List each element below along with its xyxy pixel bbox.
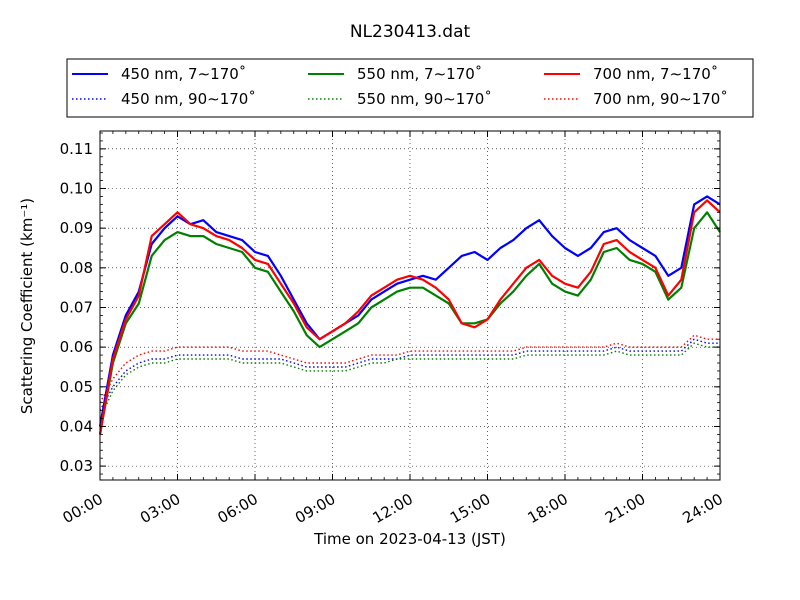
legend-box — [66, 58, 754, 118]
legend-label-2: 450 nm, 90∼170˚ — [121, 90, 256, 108]
series-line-2 — [99, 338, 720, 411]
series-line-3 — [98, 211, 721, 435]
series-lines — [98, 195, 721, 435]
y-tick-labels: 0.03 0.04 0.05 0.06 0.07 0.08 0.09 0.10 0.11 — [60, 140, 93, 475]
legend-label-4: 550 nm, 90∼170˚ — [357, 90, 492, 108]
series-line-1 — [98, 195, 721, 427]
y-tick-label: 0.10 — [60, 180, 93, 198]
legend-label-1: 450 nm, 7∼170˚ — [121, 65, 246, 83]
axis-ticks — [99, 131, 721, 480]
y-tick-label: 0.05 — [60, 378, 93, 396]
chart-title: NL230413.dat — [350, 22, 471, 42]
y-tick-label: 0.11 — [60, 140, 93, 158]
legend-label-5: 700 nm, 7∼170˚ — [593, 65, 718, 83]
series-line-5 — [98, 199, 721, 435]
y-tick-label: 0.08 — [60, 259, 93, 277]
series-line-6 — [99, 334, 720, 404]
y-tick-label: 0.09 — [60, 219, 93, 237]
legend: 450 nm, 7∼170˚ 450 nm, 90∼170˚ 550 nm, 7∼1… — [66, 58, 754, 118]
x-axis-label: Time on 2023-04-13 (JST) — [313, 530, 506, 548]
y-tick-label: 0.03 — [60, 457, 93, 475]
y-tick-label: 0.07 — [60, 298, 93, 316]
y-tick-label: 0.06 — [60, 338, 93, 356]
y-axis-label: Scattering Coefficient (km⁻¹) — [18, 198, 36, 414]
y-tick-label: 0.04 — [60, 417, 93, 435]
legend-label-6: 700 nm, 90∼170˚ — [593, 90, 728, 108]
legend-label-3: 550 nm, 7∼170˚ — [357, 65, 482, 83]
